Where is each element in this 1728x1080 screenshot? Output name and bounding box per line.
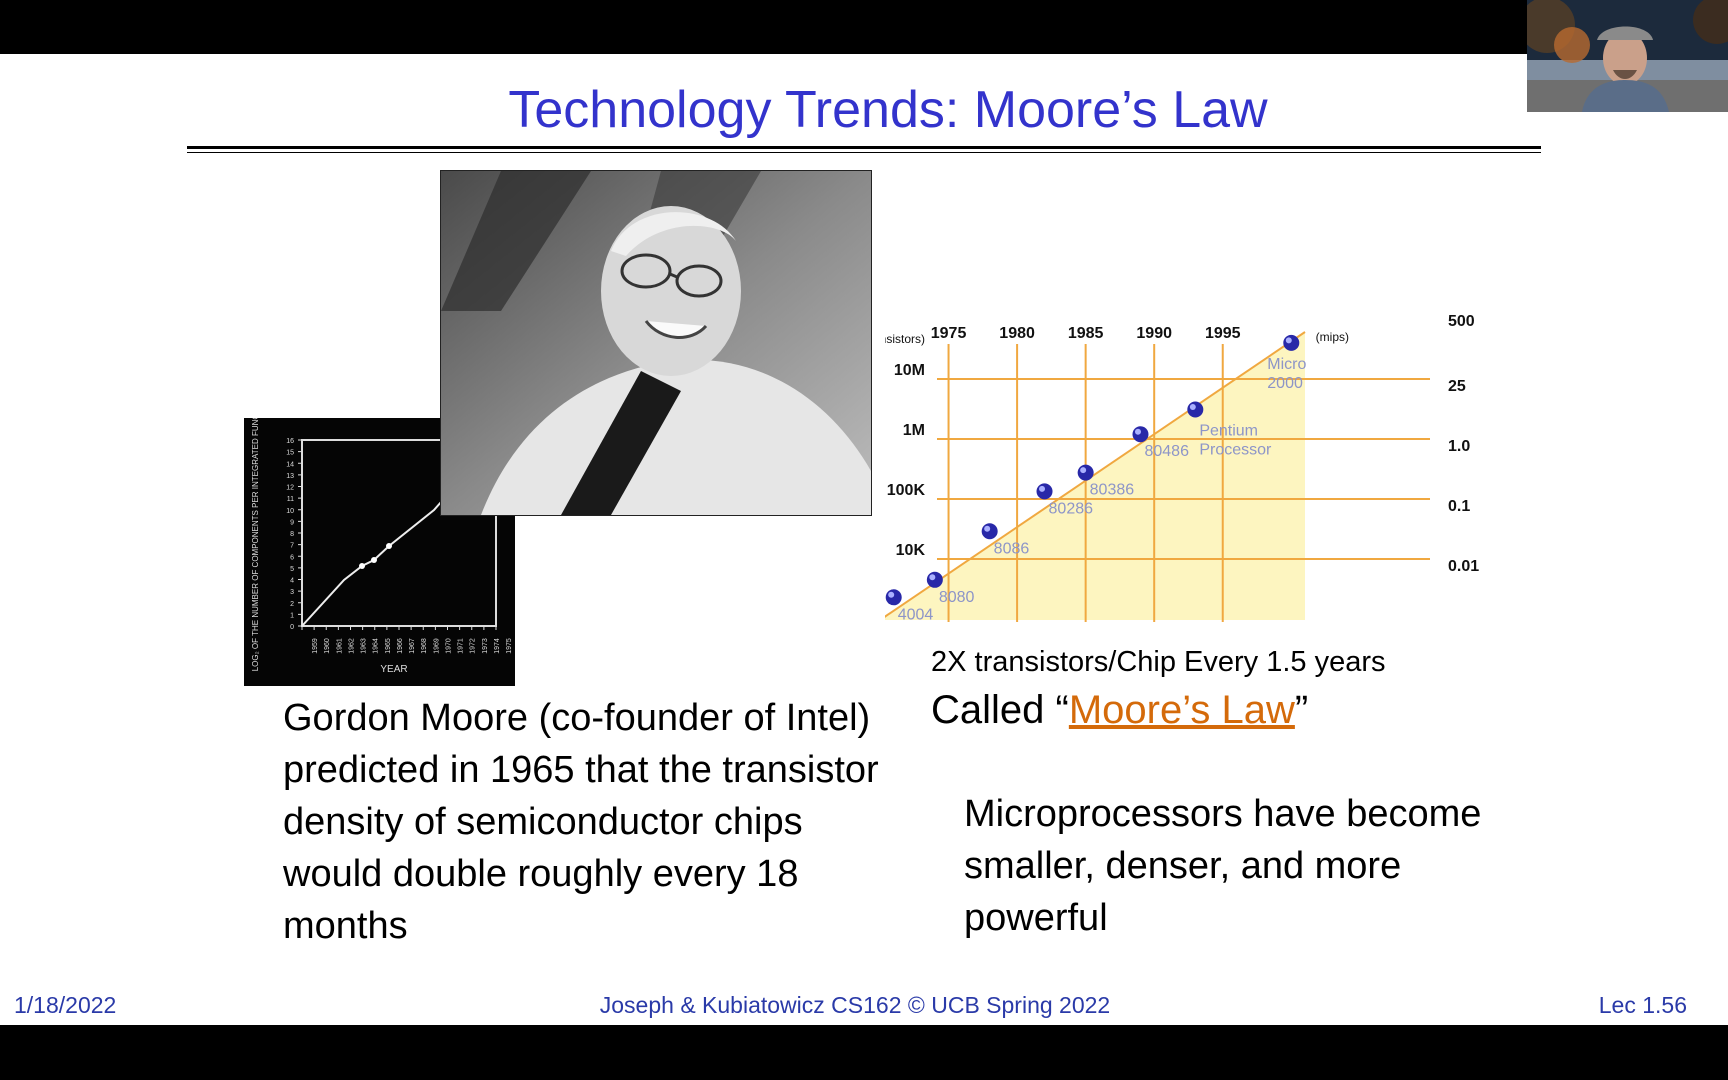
chart-point-highlight: [1134, 428, 1141, 435]
chart-point: [1283, 334, 1300, 351]
chart-point-label: Micro 2000: [1267, 356, 1306, 392]
graph-point: [386, 543, 392, 549]
chart-point-highlight: [888, 591, 895, 598]
chart-caption: 2X transistors/Chip Every 1.5 years: [931, 646, 1386, 678]
graph-x-label: YEAR: [380, 664, 407, 675]
graph-x-tick-label: 1965: [385, 638, 392, 654]
chart-point: [885, 589, 902, 606]
graph-y-tick-label: 2: [290, 601, 294, 608]
graph-y-tick-label: 11: [287, 496, 294, 503]
chart-point-highlight: [984, 525, 991, 532]
graph-y-tick-label: 15: [286, 450, 294, 457]
footer-course: Joseph & Kubiatowicz CS162 © UCB Spring …: [599, 992, 1111, 1018]
graph-x-tick-label: 1975: [506, 638, 513, 654]
graph-point: [371, 557, 377, 563]
graph-y-tick-label: 5: [290, 566, 294, 573]
chart-point: [981, 523, 998, 540]
chart-y-left-tick-label: 10K: [896, 542, 926, 559]
caption-suffix: ”: [1294, 688, 1309, 732]
graph-y-tick-label: 16: [286, 438, 294, 445]
graph-y-tick-label: 6: [290, 554, 294, 561]
graph-y-tick-label: 12: [286, 485, 294, 492]
graph-x-tick-label: 1961: [336, 638, 343, 654]
graph-x-tick-label: 1959: [312, 638, 319, 654]
graph-y-tick-label: 4: [290, 578, 294, 585]
chart-y-right-tick-label: 500: [1448, 313, 1475, 330]
chart-x-tick-label: 1990: [1136, 325, 1172, 342]
chart-x-tick-label: 1975: [931, 325, 967, 342]
graph-x-tick-label: 1960: [324, 638, 331, 654]
graph-y-tick-label: 0: [290, 624, 294, 631]
graph-x-tick-label: 1968: [421, 638, 428, 654]
chart-y-left-tick-label: 10M: [894, 362, 925, 379]
chart-point-highlight: [1039, 485, 1046, 492]
chart-x-tick-label: 1995: [1205, 325, 1241, 342]
microprocessors-text: Microprocessors have become smaller, den…: [964, 793, 1482, 939]
graph-y-tick-label: 7: [290, 543, 294, 550]
chart-point-highlight: [1189, 404, 1196, 411]
title-rule: [187, 146, 1541, 149]
chart-x-tick-label: 1980: [999, 325, 1035, 342]
chart-point-highlight: [929, 574, 936, 581]
title-rule-thin: [187, 152, 1541, 153]
chart-point: [1187, 401, 1204, 418]
moore-prediction-text: Gordon Moore (co-founder of Intel) predi…: [283, 697, 879, 947]
chart-point: [1036, 483, 1053, 500]
graph-x-tick-label: 1973: [482, 638, 489, 654]
chart-left-unit: (transistors): [885, 332, 925, 346]
gordon-moore-photo: [440, 170, 872, 516]
graph-x-tick-label: 1967: [409, 638, 416, 654]
graph-x-tick-label: 1974: [494, 638, 501, 654]
chart-point-highlight: [1285, 337, 1292, 344]
graph-x-tick-label: 1971: [458, 638, 465, 654]
graph-x-tick-label: 1972: [470, 638, 477, 654]
chart-point: [1132, 426, 1149, 443]
chart-right-unit: (mips): [1316, 330, 1349, 344]
chart-point: [926, 571, 943, 588]
presenter-webcam[interactable]: [1527, 0, 1728, 112]
graph-y-tick-label: 14: [286, 461, 294, 468]
graph-x-tick-label: 1966: [397, 638, 404, 654]
chart-point-label: 8080: [939, 589, 975, 606]
graph-y-label: LOG₂ OF THE NUMBER OF COMPONENTS PER INT…: [251, 418, 260, 671]
chart-point-label: 4004: [898, 606, 934, 623]
chart-y-right-tick-label: 25: [1448, 378, 1466, 395]
graph-y-tick-label: 13: [286, 473, 294, 480]
video-bottom-bar: [0, 1025, 1728, 1080]
video-top-bar: [0, 0, 1728, 54]
footer-date: 1/18/2022: [14, 992, 117, 1018]
chart-point-label: 8086: [994, 540, 1030, 557]
chart-y-right-tick-label: 0.01: [1448, 558, 1479, 575]
slide-title: Technology Trends: Moore’s Law: [508, 81, 1268, 139]
graph-x-tick-label: 1964: [373, 638, 380, 654]
chart-point: [1077, 464, 1094, 481]
chart-y-left-tick-label: 1M: [903, 422, 925, 439]
graph-x-tick-label: 1962: [348, 638, 355, 654]
transistor-chart: 1975 1980 1985 1990 1995 10M 1M 100K 10K 500 25 1…: [862, 284, 1495, 684]
footer-lecture-number: Lec 1.56: [1598, 992, 1687, 1018]
graph-point: [359, 563, 365, 569]
graph-y-tick-label: 3: [290, 589, 294, 596]
chart-point-highlight: [1080, 467, 1087, 474]
graph-y-tick-label: 1: [290, 612, 294, 619]
caption-prefix: Called “: [931, 688, 1069, 732]
chart-y-right-tick-label: 1.0: [1448, 438, 1470, 455]
moores-law-caption: Called “Moore’s Law”: [931, 688, 1308, 733]
graph-y-tick-label: 9: [290, 519, 294, 526]
chart-point-label: 80386: [1090, 482, 1135, 499]
chart-point-label: 80286: [1049, 500, 1094, 517]
chart-point-label: Pentium Processor: [1199, 423, 1272, 459]
graph-x-tick-label: 1970: [445, 638, 452, 654]
chart-y-right-tick-label: 0.1: [1448, 498, 1470, 515]
graph-y-tick-label: 8: [290, 531, 294, 538]
moores-law-link[interactable]: Moore’s Law: [1068, 688, 1295, 732]
chart-point-label: 80486: [1144, 443, 1189, 460]
graph-x-tick-label: 1969: [433, 638, 440, 654]
graph-y-tick-label: 10: [286, 508, 294, 515]
chart-x-tick-label: 1985: [1068, 325, 1104, 342]
chart-y-left-tick-label: 100K: [887, 482, 926, 499]
graph-x-tick-label: 1963: [361, 638, 368, 654]
